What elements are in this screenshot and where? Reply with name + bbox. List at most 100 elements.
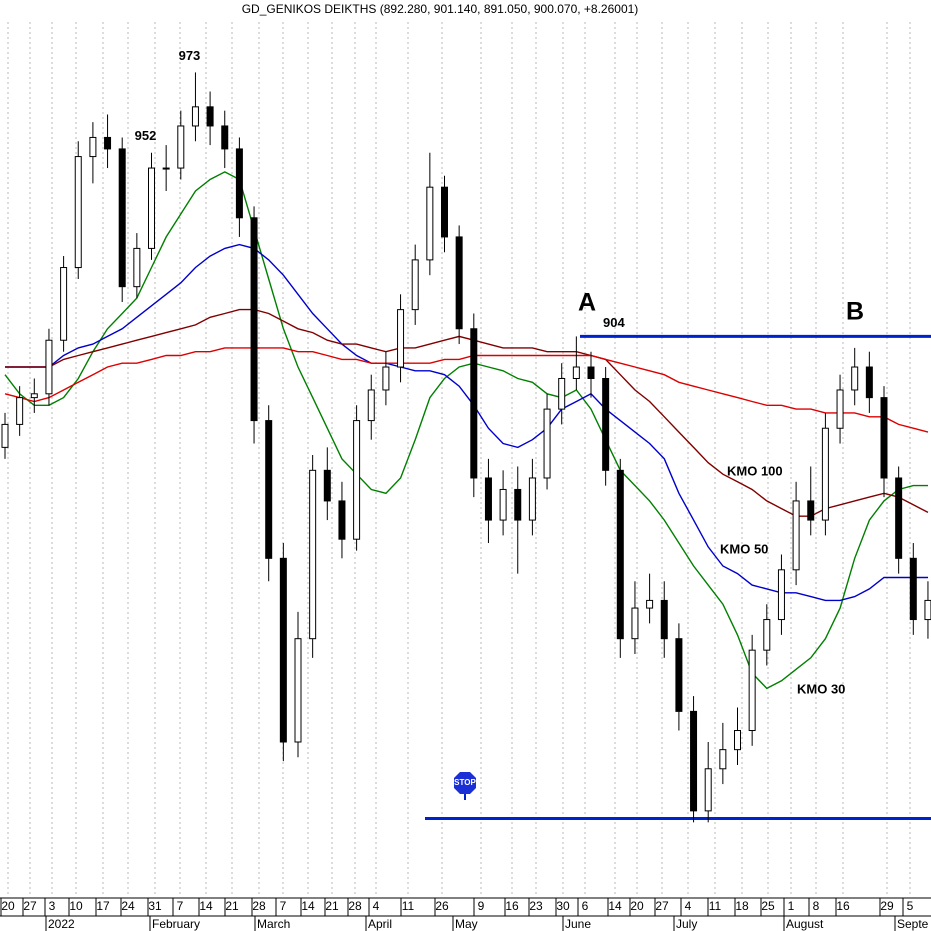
x-day-label: 7 — [177, 899, 184, 913]
candle-body — [353, 420, 361, 540]
candle-body — [631, 607, 639, 640]
candle-body — [45, 339, 53, 395]
level-label: 904 — [603, 315, 625, 330]
x-day-label: 4 — [685, 899, 692, 913]
moving-average-line — [4, 347, 929, 433]
candle-body — [265, 420, 273, 559]
x-day-label: 18 — [735, 899, 749, 913]
moving-average-line — [4, 171, 928, 690]
candle-body — [338, 500, 346, 540]
x-day-label: 21 — [325, 899, 339, 913]
candle-body — [895, 477, 903, 559]
x-day-label: 3 — [49, 899, 56, 913]
x-day-label: 20 — [630, 899, 644, 913]
candle-body — [426, 186, 434, 261]
x-day-label: 8 — [813, 899, 820, 913]
candle-body — [411, 259, 419, 311]
x-day-label: 14 — [301, 899, 315, 913]
candle-body — [118, 148, 126, 288]
candle-body — [221, 125, 229, 150]
x-day-label: 24 — [121, 899, 135, 913]
x-day-label: 27 — [655, 899, 669, 913]
candle-body — [250, 217, 258, 422]
x-day-label: 17 — [96, 899, 110, 913]
moving-averages — [4, 171, 931, 821]
x-day-label: 23 — [529, 899, 543, 913]
candle-body — [777, 569, 785, 621]
candle-body — [807, 500, 815, 521]
candle-body — [602, 377, 610, 471]
candle-body — [660, 599, 668, 640]
candle-body — [719, 749, 727, 770]
candle-body — [616, 469, 624, 640]
candle-body — [909, 557, 917, 621]
candle-body — [499, 488, 507, 521]
x-month-label: March — [257, 917, 290, 931]
candle-body — [880, 397, 888, 479]
series-label: KMO 30 — [797, 681, 845, 696]
moving-average-line — [5, 308, 929, 517]
x-day-label: 16 — [505, 899, 519, 913]
x-day-label: 10 — [69, 899, 83, 913]
x-day-label: 14 — [608, 899, 622, 913]
x-day-label: 21 — [225, 899, 239, 913]
candle-body — [294, 638, 302, 743]
candle-body — [104, 136, 112, 150]
stop-sign: STOP — [454, 772, 476, 800]
x-day-label: 27 — [23, 899, 37, 913]
x-day-label: 25 — [761, 899, 775, 913]
x-day-label: 4 — [373, 899, 380, 913]
peak-label: 952 — [135, 128, 157, 143]
stop-text: STOP — [454, 778, 476, 787]
x-day-label: 5 — [907, 899, 914, 913]
candle-body — [60, 267, 68, 341]
x-month-label: Septe — [897, 917, 929, 931]
candle-body — [367, 389, 375, 422]
candle-body — [148, 167, 155, 249]
x-month-label: April — [368, 917, 392, 931]
candle-body — [441, 186, 448, 238]
candle-body — [924, 599, 931, 621]
x-day-label: 30 — [556, 899, 570, 913]
candle-body — [646, 599, 654, 609]
candle-body — [162, 167, 170, 170]
candles — [1, 72, 931, 823]
candle-body — [191, 106, 199, 127]
series-label: KMO 100 — [727, 463, 783, 478]
candle-body — [455, 236, 463, 330]
candle-body — [763, 619, 771, 651]
candle-body — [89, 136, 97, 158]
candle-body — [279, 557, 287, 743]
candle-body — [836, 389, 844, 429]
x-day-label: 7 — [280, 899, 287, 913]
stop-octagon — [454, 772, 476, 794]
candle-body — [177, 125, 185, 169]
moving-average-line — [5, 243, 928, 602]
candle-body — [543, 408, 551, 479]
candle-body — [206, 106, 214, 127]
x-day-label: 16 — [836, 899, 850, 913]
x-month-label: February — [152, 917, 200, 931]
x-month-label: June — [565, 917, 591, 931]
candle-body — [865, 366, 873, 399]
x-day-label: 14 — [199, 899, 213, 913]
candle-body — [470, 328, 478, 479]
candle-body — [323, 469, 331, 502]
candle-body — [74, 156, 82, 269]
x-day-label: 28 — [348, 899, 362, 913]
candle-body — [309, 469, 317, 640]
annotation: B — [846, 298, 864, 326]
x-day-label: 11 — [709, 899, 722, 913]
candle-body — [675, 638, 683, 712]
candle-body — [690, 710, 698, 812]
candle-body — [734, 730, 741, 751]
candle-body — [235, 148, 243, 219]
candle-body — [484, 477, 492, 521]
x-day-label: 28 — [252, 899, 266, 913]
x-day-label: 20 — [1, 899, 15, 913]
x-day-label: 26 — [435, 899, 449, 913]
candle-body — [382, 366, 390, 391]
candle-body — [1, 423, 9, 448]
